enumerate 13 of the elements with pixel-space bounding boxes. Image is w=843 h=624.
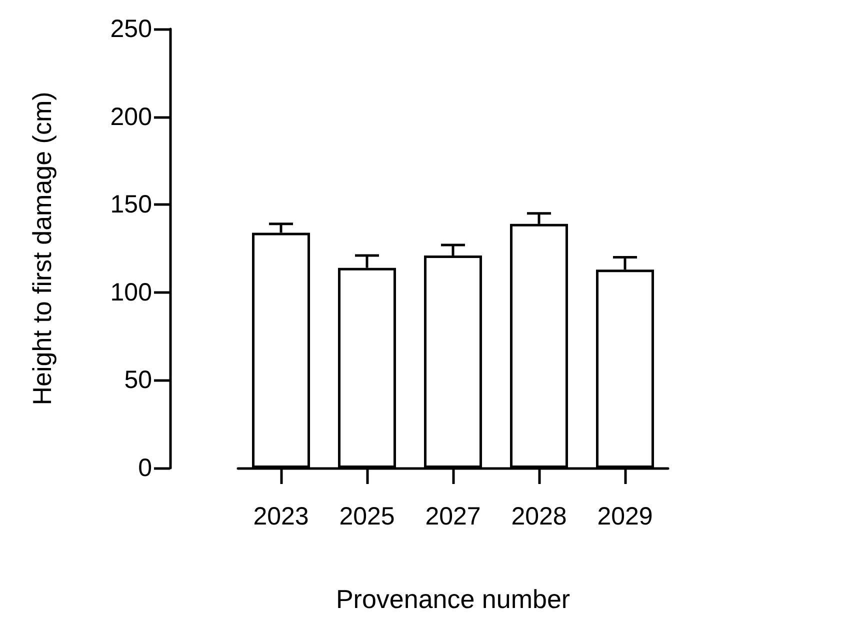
y-axis-title: Height to first damage (cm) — [27, 92, 57, 406]
x-axis-title: Provenance number — [336, 584, 570, 614]
x-tick-label: 2029 — [597, 502, 653, 530]
y-tick-label: 100 — [110, 278, 152, 306]
y-tick-label: 0 — [138, 454, 152, 482]
y-tick-label: 250 — [110, 15, 152, 43]
y-tick-label: 200 — [110, 102, 152, 131]
x-tick-label: 2027 — [425, 502, 481, 530]
y-tick-label: 150 — [110, 190, 152, 219]
x-tick-label: 2028 — [511, 502, 567, 530]
x-tick-label: 2025 — [339, 502, 395, 530]
y-tick-label: 50 — [124, 366, 152, 394]
x-tick-label: 2023 — [253, 502, 309, 530]
